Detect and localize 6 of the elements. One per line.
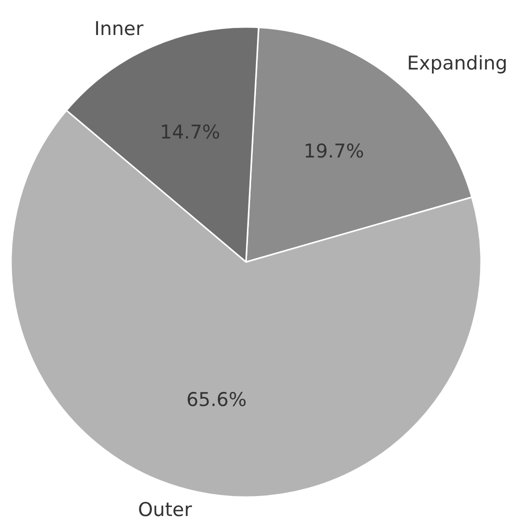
- slice-label: Outer: [138, 499, 192, 522]
- slice-label: Expanding: [407, 52, 508, 74]
- slice-label: Inner: [94, 18, 144, 40]
- data-label: 65.6%: [186, 388, 247, 411]
- data-label: 14.7%: [160, 122, 220, 144]
- data-label: 19.7%: [304, 140, 364, 163]
